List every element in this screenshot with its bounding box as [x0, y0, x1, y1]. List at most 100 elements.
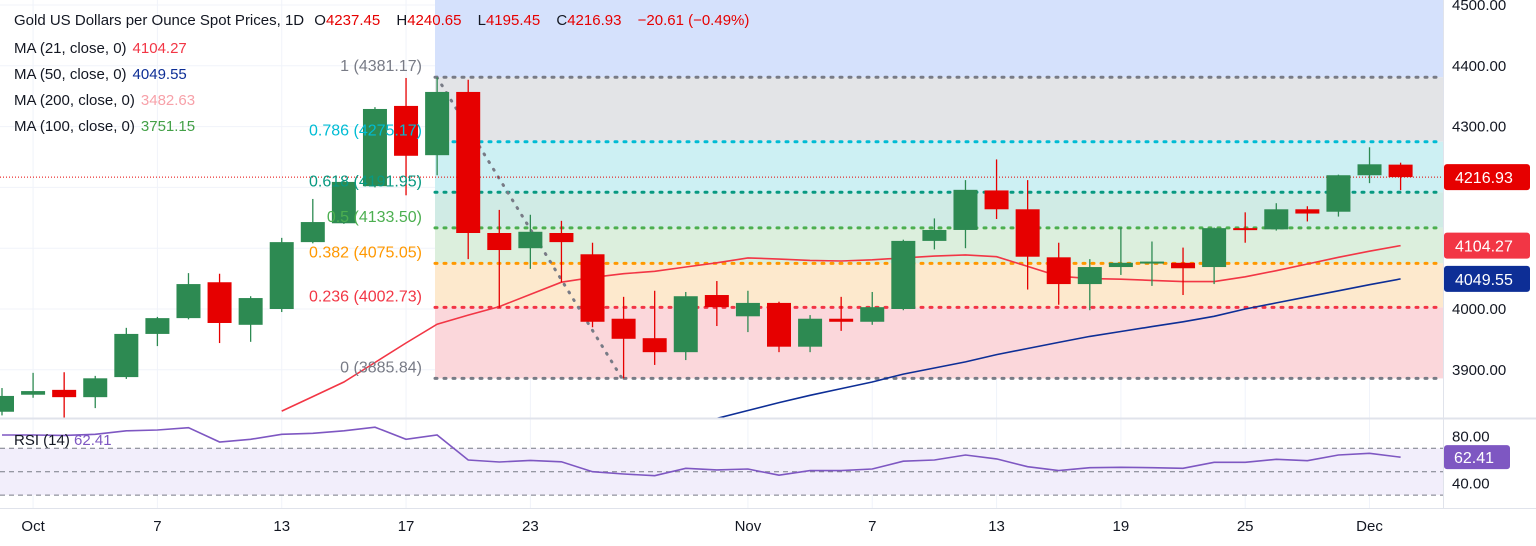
ma-value: 4104.27: [132, 40, 187, 57]
candle-body: [456, 91, 481, 233]
candle-body: [1108, 262, 1133, 268]
rsi-tick-label: 80.00: [1452, 429, 1490, 446]
candle[interactable]: [52, 372, 77, 418]
time-tick-label: 23: [522, 518, 539, 535]
candle[interactable]: [1108, 227, 1133, 275]
candle[interactable]: [145, 316, 170, 347]
time-tick-label: Nov: [735, 518, 762, 535]
candle[interactable]: [549, 220, 574, 283]
candle[interactable]: [922, 218, 947, 250]
candle[interactable]: [1357, 147, 1382, 184]
candle[interactable]: [362, 107, 387, 188]
fib-level-label: 0.5 (4133.50): [327, 209, 422, 226]
time-tick-label: Dec: [1356, 518, 1383, 535]
candle[interactable]: [331, 180, 356, 224]
fib-zone-top: [435, 0, 1443, 78]
candle[interactable]: [767, 301, 791, 353]
candle-body: [829, 318, 854, 322]
candle[interactable]: [611, 296, 636, 379]
rsi-pane: [0, 426, 1443, 496]
candle[interactable]: [456, 79, 481, 260]
rsi-badge: [1444, 445, 1510, 470]
candle[interactable]: [176, 273, 201, 320]
candle[interactable]: [829, 296, 854, 331]
candle[interactable]: [1139, 241, 1164, 286]
candle[interactable]: [21, 372, 46, 398]
fib-zone: [435, 77, 1443, 142]
fib-zone: [435, 192, 1443, 228]
candle[interactable]: [1388, 162, 1413, 191]
fib-level-label: 0.382 (4075.05): [309, 244, 422, 261]
time-tick-label: 7: [153, 518, 161, 535]
candle[interactable]: [580, 242, 605, 328]
candle[interactable]: [891, 239, 916, 311]
candle-body: [362, 108, 387, 187]
candle[interactable]: [1202, 227, 1227, 285]
ma50-line: [716, 278, 1401, 418]
candle[interactable]: [83, 375, 108, 409]
candle[interactable]: [1015, 180, 1040, 290]
rsi-tick-label: 40.00: [1452, 475, 1490, 492]
candle-body: [145, 318, 170, 334]
time-tick-label: 7: [868, 518, 876, 535]
price-badge-label: 4104.27: [1455, 239, 1513, 256]
candle[interactable]: [1046, 242, 1071, 305]
candle-body: [0, 395, 14, 412]
ma-label: MA (100, close, 0): [14, 118, 135, 135]
ma-label: MA (50, close, 0): [14, 66, 127, 83]
candle[interactable]: [673, 291, 698, 361]
candle[interactable]: [1295, 206, 1320, 222]
candle[interactable]: [953, 180, 978, 249]
candle[interactable]: [735, 290, 760, 333]
candle-body: [1139, 261, 1164, 264]
candle[interactable]: [1264, 203, 1289, 231]
candle[interactable]: [1326, 174, 1351, 217]
candle-body: [518, 231, 543, 249]
candle[interactable]: [1171, 247, 1196, 296]
candle[interactable]: [269, 237, 294, 313]
fib-level-label: 0.618 (4191.95): [309, 173, 422, 190]
candle[interactable]: [114, 327, 139, 379]
candle[interactable]: [300, 198, 325, 244]
candle-body: [953, 189, 978, 230]
candle[interactable]: [394, 77, 419, 196]
candle-body: [891, 240, 916, 309]
candle[interactable]: [1077, 259, 1102, 311]
price-tick-label: 4300.00: [1452, 119, 1506, 136]
candle[interactable]: [1233, 212, 1258, 243]
rsi-legend[interactable]: RSI (14) 62.41: [14, 432, 112, 449]
candle-body: [21, 391, 46, 395]
ma100-legend[interactable]: MA (100, close, 0) 3751.15: [14, 118, 201, 135]
candle-body: [114, 333, 139, 378]
candle-body: [425, 91, 450, 156]
open-value: 4237.45: [325, 12, 381, 29]
candle[interactable]: [487, 209, 512, 308]
change-value: −20.61 (−0.49%): [637, 12, 750, 29]
candle[interactable]: [425, 77, 450, 176]
candle[interactable]: [642, 290, 667, 365]
rsi-label: RSI (14): [14, 432, 70, 449]
ma50-legend[interactable]: MA (50, close, 0) 4049.55: [14, 66, 193, 83]
candle[interactable]: [0, 388, 14, 416]
candle[interactable]: [238, 296, 263, 342]
candle-body: [1233, 228, 1258, 231]
symbol-legend: Gold US Dollars per Ounce Spot Prices, 1…: [14, 12, 755, 29]
candle[interactable]: [798, 315, 823, 353]
candle[interactable]: [860, 291, 885, 325]
ma-label: MA (200, close, 0): [14, 92, 135, 109]
candle[interactable]: [518, 214, 543, 269]
candle[interactable]: [207, 273, 232, 344]
candle[interactable]: [704, 281, 729, 327]
candle-body: [487, 233, 512, 251]
ma21-legend[interactable]: MA (21, close, 0) 4104.27: [14, 40, 193, 57]
candle-body: [642, 338, 667, 353]
candle-body: [580, 254, 605, 322]
time-tick-label: Oct: [21, 518, 45, 535]
price-tick-label: 3900.00: [1452, 362, 1506, 379]
candle-body: [984, 190, 1009, 210]
ma200-legend[interactable]: MA (200, close, 0) 3482.63: [14, 92, 201, 109]
candle[interactable]: [984, 159, 1009, 220]
price-tick-label: 4400.00: [1452, 58, 1506, 75]
ma-value: 4049.55: [132, 66, 187, 83]
